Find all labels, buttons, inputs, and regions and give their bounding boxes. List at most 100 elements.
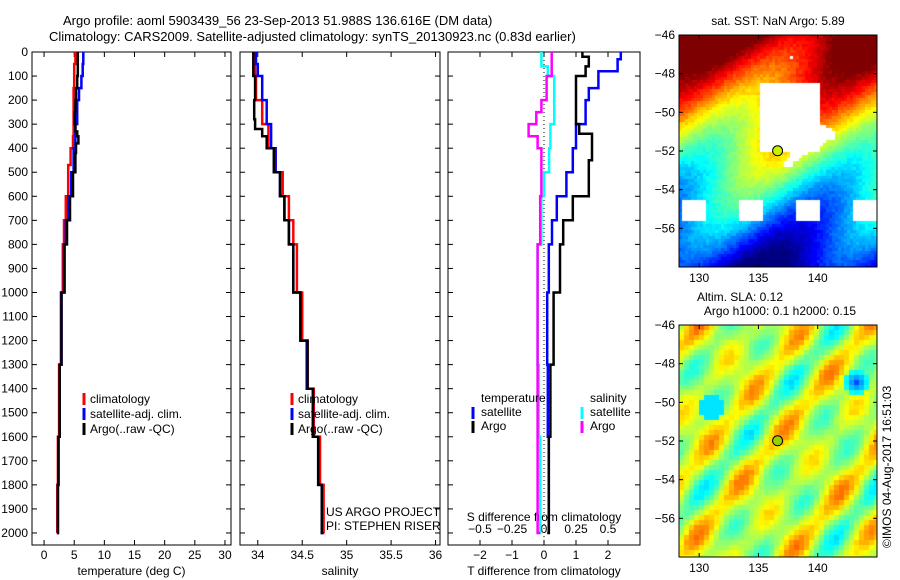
y-tick-label: −50: [655, 395, 676, 409]
x-tick-label: 1: [573, 548, 580, 562]
y-tick-label: 1700: [1, 454, 28, 468]
x2-tick-label: 0.25: [564, 522, 588, 536]
y-tick-label: 100: [8, 69, 28, 83]
x-tick-label: 35: [340, 548, 354, 562]
sst-map-axes: 130 135 140 −46 −48 −50 −52 −54 −56 sat. SST: NaN…: [655, 14, 878, 285]
x-tick-label: −1: [505, 548, 519, 562]
legend-group-title: salinity: [590, 391, 627, 405]
x-tick-label: 15: [128, 548, 142, 562]
sla-map-axes: 130 135 140 −46 −48 −50 −52 −54 −56 Altim. SLA: 0…: [655, 290, 878, 575]
y-tick-label: −46: [655, 28, 676, 42]
legend-entry: Argo(..raw -QC): [298, 422, 383, 436]
pi-credit: PI: STEPHEN RISER: [326, 519, 441, 533]
legend-group-title: temperature: [481, 391, 546, 405]
y-tick-label: 1000: [1, 285, 28, 299]
argo-location-marker: [772, 435, 784, 447]
map-title: Altim. SLA: 0.12: [697, 290, 783, 304]
y-tick-label: 2000: [1, 526, 28, 540]
y-tick-label: 500: [8, 165, 28, 179]
x-tick-label: 5: [71, 548, 78, 562]
figure-title: Argo profile: aoml 5903439_56 23-Sep-201…: [63, 13, 493, 28]
legend-entry: Argo: [590, 419, 616, 433]
legend-entry: satellite-adj. clim.: [90, 407, 182, 421]
x-tick-label: 135: [748, 271, 768, 285]
y-tick-label: −56: [655, 221, 676, 235]
y-tick-label: −48: [655, 67, 676, 81]
legend-entry: climatology: [298, 392, 358, 406]
legend-entry: satellite: [590, 405, 631, 419]
y-tick-label: −54: [655, 473, 676, 487]
map-title: sat. SST: NaN Argo: 5.89: [711, 14, 845, 28]
map-subtitle: Argo h1000: 0.1 h2000: 0.15: [704, 304, 856, 318]
figure-subtitle: Climatology: CARS2009. Satellite-adjuste…: [49, 29, 576, 44]
y-tick-label: 1500: [1, 406, 28, 420]
series-line-argo-raw-qc-: [252, 52, 324, 535]
y-tick-label: 700: [8, 213, 28, 227]
x-tick-label: 35.5: [379, 548, 403, 562]
y-tick-label: 1200: [1, 334, 28, 348]
y-tick-label: −54: [655, 183, 676, 197]
profile-plot-salinity: 34 34.5 35 35.5 36 salinity climatologysatelli…: [239, 51, 443, 578]
x-tick-label: 135: [748, 561, 768, 575]
y-tick-label: 1600: [1, 430, 28, 444]
x-tick-label: 34: [251, 548, 265, 562]
y-tick-label: 1400: [1, 382, 28, 396]
y-tick-label: −52: [655, 434, 676, 448]
legend-entry: Argo(..raw -QC): [90, 422, 175, 436]
y-tick-label: −50: [655, 105, 676, 119]
x-axis-label: temperature (deg C): [77, 564, 185, 578]
x-tick-label: 140: [808, 271, 828, 285]
x-tick-label: 0: [41, 548, 48, 562]
x-tick-label: 130: [689, 561, 709, 575]
imos-timestamp: ©IMOS 04-Aug-2017 16:51:03: [880, 385, 894, 548]
x2-tick-label: −0.5: [468, 522, 492, 536]
profile-plot-difference: −2 −1 0 1 2 T difference from climatology −0.5…: [447, 51, 641, 578]
y-tick-label: 900: [8, 261, 28, 275]
x-tick-label: 2: [605, 548, 612, 562]
plot-frame: [239, 51, 441, 546]
x-tick-label: 10: [98, 548, 112, 562]
y-tick-label: 200: [8, 93, 28, 107]
x-tick-label: 140: [808, 561, 828, 575]
y-tick-label: −56: [655, 511, 676, 525]
x-axis-label: T difference from climatology: [467, 564, 621, 578]
y-tick-label: 1900: [1, 502, 28, 516]
plot-frame: [31, 51, 232, 546]
series-line-argo-raw-qc-: [56, 52, 80, 535]
x-tick-label: 20: [158, 548, 172, 562]
series-line-s-argo: [527, 52, 553, 535]
y-tick-label: 1300: [1, 358, 28, 372]
legend-entry: satellite-adj. clim.: [298, 407, 390, 421]
profile-plot-temperature: 0 5 10 15 20 25 30 temperature (deg C) 0 100 200 30…: [1, 45, 232, 578]
x-tick-label: 34.5: [291, 548, 315, 562]
x-tick-label: 130: [689, 271, 709, 285]
x-axis-label: salinity: [322, 564, 359, 578]
y-tick-label: 800: [8, 237, 28, 251]
legend-entry: satellite: [481, 405, 522, 419]
legend-entry: climatology: [90, 392, 150, 406]
project-credit: US ARGO PROJECT: [326, 505, 441, 519]
y-tick-label: 1100: [2, 310, 28, 324]
series-line-t-argo: [547, 52, 594, 535]
y-tick-label: 300: [8, 117, 28, 131]
y-tick-label: 600: [8, 189, 28, 203]
x-tick-label: 25: [188, 548, 202, 562]
x-tick-label: 36: [429, 548, 443, 562]
legend-entry: Argo: [481, 419, 507, 433]
y-tick-label: −46: [655, 318, 676, 332]
y-tick-label: 1800: [1, 478, 28, 492]
x-tick-label: 0: [541, 548, 548, 562]
x-tick-label: 30: [218, 548, 232, 562]
x-tick-label: −2: [473, 548, 487, 562]
y-tick-label: −52: [655, 144, 676, 158]
y-tick-label: 400: [8, 141, 28, 155]
y-tick-label: −48: [655, 357, 676, 371]
x2-tick-label: 0.5: [600, 522, 617, 536]
x2-tick-label: −0.25: [497, 522, 528, 536]
y-tick-label: 0: [21, 45, 28, 59]
series-line-t-satellite: [545, 52, 623, 533]
argo-location-marker: [772, 145, 784, 157]
